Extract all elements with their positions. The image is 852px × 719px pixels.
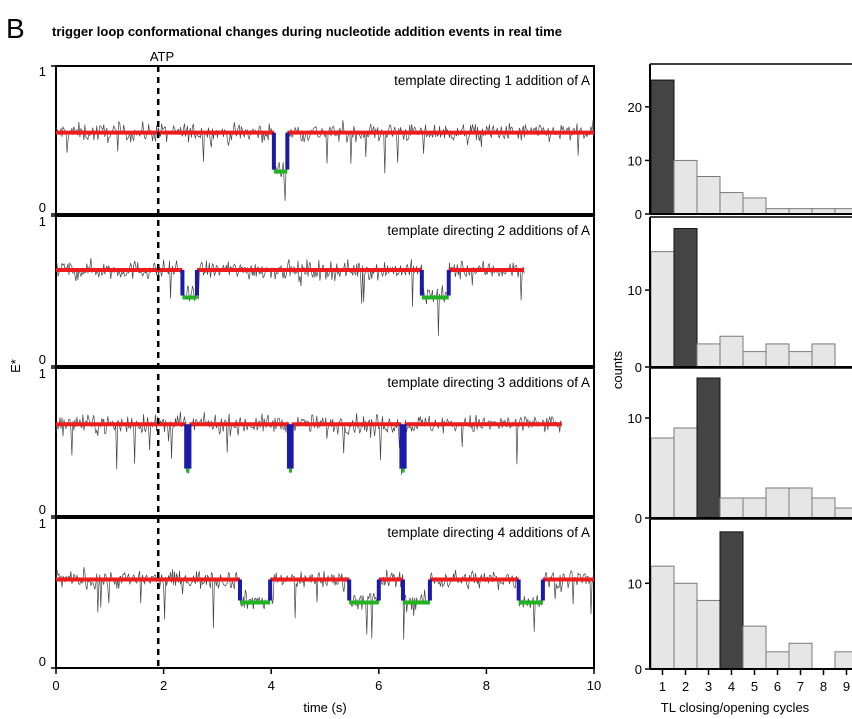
histogram-bar: [650, 565, 675, 670]
x-tick-label: 0: [52, 678, 59, 693]
histogram-bar: [673, 159, 698, 215]
histogram-y-tick-label: 10: [628, 153, 642, 168]
trace-panel-2: 0 1 template directing 2 additions of A: [39, 214, 595, 367]
histogram-bar: [788, 351, 813, 368]
histogram-x-tick-label: 5: [751, 679, 758, 694]
histogram-y-tick-label: 20: [628, 100, 642, 115]
raw-fret-trace: [55, 120, 595, 201]
histogram-x-tick-label: 2: [682, 679, 689, 694]
histogram-bar: [811, 497, 836, 519]
histogram-y-tick-label: 0: [635, 662, 642, 677]
histogram-bar: [742, 497, 767, 519]
y-tick-label: 1: [39, 366, 46, 381]
histogram-x-tick-label: 7: [797, 679, 804, 694]
histogram-panel-3: 0 10: [628, 367, 852, 526]
trace-annotation: template directing 3 additions of A: [387, 375, 590, 390]
histogram-bar: [650, 251, 675, 368]
histogram-bar: [834, 651, 852, 670]
x-tick-label: 6: [375, 678, 382, 693]
raw-fret-trace: [55, 258, 525, 336]
efret-axis-label: E*: [8, 359, 23, 373]
histogram-x-tick-label: 3: [705, 679, 712, 694]
trace-panel-frame: [55, 367, 595, 517]
histogram-y-tick-label: 0: [635, 360, 642, 375]
histogram-bar: [673, 582, 698, 670]
histogram-bar-highlight: [650, 79, 675, 215]
y-tick-label: 1: [39, 214, 46, 229]
histogram-y-tick-label: 0: [635, 207, 642, 222]
histogram-panel-4: 0 10: [628, 518, 852, 677]
histogram-bar: [742, 197, 767, 215]
x-tick-label: 8: [483, 678, 490, 693]
histogram-bar-highlight: [719, 531, 744, 670]
x-tick-label: 10: [587, 678, 601, 693]
trace-annotation: template directing 4 additions of A: [387, 525, 590, 540]
y-tick-label: 1: [39, 516, 46, 531]
histogram-bar: [719, 192, 744, 215]
histogram-bar: [696, 176, 721, 215]
time-axis-label: time (s): [303, 700, 346, 715]
y-tick-label: 0: [39, 654, 46, 669]
histogram-bar: [719, 497, 744, 519]
histogram-bar: [788, 642, 813, 670]
histogram-x-tick-label: 9: [843, 679, 850, 694]
trace-panel-frame: [55, 215, 595, 367]
histogram-bar: [742, 625, 767, 670]
y-tick-label: 1: [39, 64, 46, 79]
raw-fret-trace: [55, 411, 563, 475]
histogram-bar: [765, 343, 790, 368]
histogram-bar: [673, 427, 698, 519]
histogram-bar: [719, 335, 744, 368]
y-tick-label: 0: [39, 352, 46, 367]
trace-panel-frame: [55, 65, 595, 215]
histogram-y-tick-label: 10: [628, 411, 642, 426]
histogram-bar: [696, 599, 721, 670]
counts-axis-label: counts: [610, 350, 625, 389]
histogram-x-tick-label: 4: [728, 679, 735, 694]
histogram-panels: 010200100100101234567891: [628, 63, 852, 694]
histogram-y-tick-label: 10: [628, 576, 642, 591]
y-tick-label: 0: [39, 200, 46, 215]
x-tick-label: 4: [268, 678, 275, 693]
histogram-bar: [650, 437, 675, 519]
atp-label: ATP: [150, 49, 174, 64]
histogram-panel-2: 0 10: [628, 216, 852, 375]
y-tick-label: 0: [39, 502, 46, 517]
panel-letter: B: [6, 13, 25, 44]
histogram-y-tick-label: 10: [628, 283, 642, 298]
trace-panel-4: 0 1 template directing 4 additions of A: [39, 516, 595, 669]
histogram-bar-highlight: [696, 377, 721, 519]
trace-panel-3: 0 1 template directing 3 additions of A: [39, 366, 595, 517]
histogram-x-tick-label: 1: [659, 679, 666, 694]
trace-panel-1: 0 1 template directing 1 addition of A: [39, 64, 595, 215]
histogram-bar-highlight: [673, 228, 698, 368]
histogram-bar: [811, 343, 836, 368]
figure-title: trigger loop conformational changes duri…: [52, 24, 562, 39]
histogram-y-tick-label: 0: [635, 511, 642, 526]
histogram-bar: [742, 351, 767, 368]
histogram-panel-1: 0 10 20: [628, 63, 852, 222]
histogram-x-tick-label: 6: [774, 679, 781, 694]
histogram-bar: [696, 343, 721, 368]
trace-annotation: template directing 1 addition of A: [394, 73, 590, 88]
histogram-x-tick-label: 8: [820, 679, 827, 694]
x-tick-label: 2: [160, 678, 167, 693]
histogram-bar: [834, 507, 852, 519]
histogram-bar: [765, 651, 790, 670]
trace-annotation: template directing 2 additions of A: [387, 223, 590, 238]
histogram-bar: [788, 487, 813, 519]
histogram-bar: [765, 487, 790, 519]
cycles-axis-label: TL closing/opening cycles: [661, 700, 810, 715]
trace-panel-frame: [55, 517, 595, 669]
